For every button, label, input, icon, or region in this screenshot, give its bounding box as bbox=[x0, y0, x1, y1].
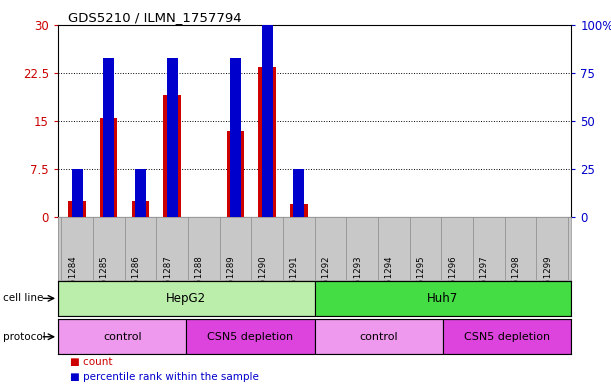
Text: control: control bbox=[359, 332, 398, 342]
Bar bbox=[68, 201, 86, 217]
Bar bbox=[71, 169, 82, 217]
Bar bbox=[58, 319, 186, 354]
Bar bbox=[227, 131, 244, 217]
Bar bbox=[100, 118, 117, 217]
Text: ■ percentile rank within the sample: ■ percentile rank within the sample bbox=[70, 372, 259, 382]
Text: CSN5 depletion: CSN5 depletion bbox=[208, 332, 293, 342]
Bar bbox=[315, 319, 443, 354]
Bar bbox=[163, 95, 181, 217]
Bar bbox=[132, 201, 149, 217]
Bar bbox=[135, 169, 146, 217]
Text: cell line: cell line bbox=[3, 293, 43, 303]
Bar bbox=[230, 58, 241, 217]
Text: HepG2: HepG2 bbox=[166, 292, 207, 305]
Text: ■ count: ■ count bbox=[70, 357, 113, 367]
Bar bbox=[167, 58, 178, 217]
Bar bbox=[58, 281, 315, 316]
Bar bbox=[290, 204, 307, 217]
Bar bbox=[186, 319, 315, 354]
Bar bbox=[262, 25, 273, 217]
Text: CSN5 depletion: CSN5 depletion bbox=[464, 332, 550, 342]
Bar bbox=[443, 319, 571, 354]
Text: control: control bbox=[103, 332, 142, 342]
Bar bbox=[315, 281, 571, 316]
Bar bbox=[258, 66, 276, 217]
Bar bbox=[293, 169, 304, 217]
Bar bbox=[103, 58, 114, 217]
Text: protocol: protocol bbox=[3, 332, 46, 342]
Text: Huh7: Huh7 bbox=[427, 292, 459, 305]
Text: GDS5210 / ILMN_1757794: GDS5210 / ILMN_1757794 bbox=[68, 11, 242, 24]
